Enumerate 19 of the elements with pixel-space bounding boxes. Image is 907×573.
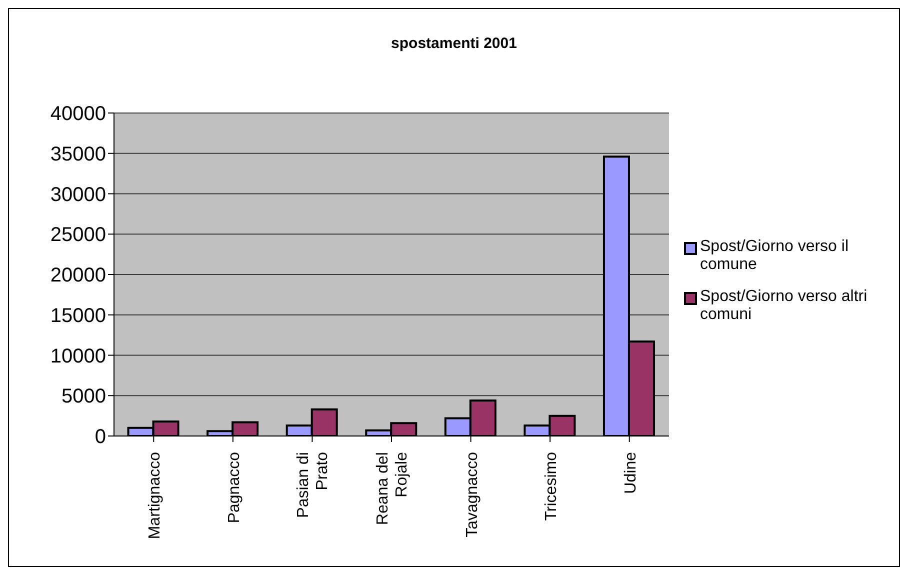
y-tick-label: 10000: [50, 345, 106, 368]
y-tick-label: 40000: [50, 103, 106, 126]
x-tick-label: Tavagnacco: [464, 452, 481, 538]
y-tick-label: 15000: [50, 304, 106, 327]
y-tick-label: 5000: [62, 386, 106, 408]
legend-label: Spost/Giorno verso altri comuni: [700, 288, 868, 324]
y-tick-label: 25000: [50, 224, 106, 246]
y-tick-label: 0: [94, 426, 106, 448]
y-tick-label: 30000: [50, 184, 106, 206]
x-tick-label: Reana del Rojale: [374, 452, 410, 525]
legend-label: Spost/Giorno verso il comune: [700, 238, 850, 274]
x-tick-label: Tricesimo: [543, 452, 560, 521]
y-tick-label: 35000: [50, 143, 106, 166]
x-tick-label: Martignacco: [146, 452, 164, 540]
x-tick-label: Udine: [622, 452, 640, 494]
y-tick-label: 20000: [50, 264, 106, 287]
x-tick-label: Pagnacco: [226, 452, 243, 524]
x-tick-label: Pasian di Prato: [295, 452, 332, 518]
chart-title: spostamenti 2001: [390, 35, 518, 52]
